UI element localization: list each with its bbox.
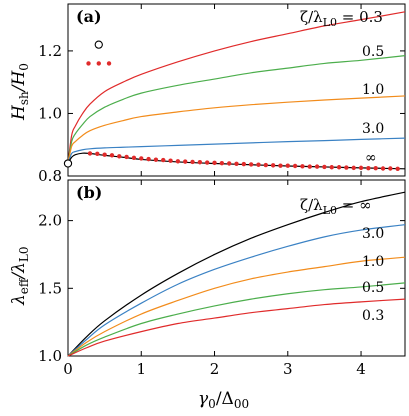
y-tick-label: 0.8 <box>38 167 62 185</box>
panel-b-label-3.0: 3.0 <box>362 226 384 242</box>
legend-dot <box>96 61 101 66</box>
panel-b-label-1.0: 1.0 <box>362 254 384 270</box>
data-point-dot <box>226 161 232 166</box>
y-tick-label: 1.2 <box>38 42 62 60</box>
data-point-dot <box>212 160 217 166</box>
y-tick-label: 2.0 <box>38 212 62 230</box>
y-tick-label: 1.0 <box>38 104 62 122</box>
panel-b-ticks: 0 1 2 3 4 1.0 1.5 2.0 <box>38 180 405 378</box>
data-point-dot <box>117 154 122 159</box>
series-line-0.3 <box>67 11 406 164</box>
data-point-dot <box>380 166 386 171</box>
data-point-dot <box>124 154 129 160</box>
x-tick-label: 3 <box>283 360 293 378</box>
y-tick-label: 1.0 <box>38 347 62 365</box>
data-point-dot <box>234 161 239 167</box>
data-point-dot <box>204 160 210 165</box>
data-point-dot <box>307 164 312 169</box>
data-point-dot <box>131 155 137 161</box>
x-tick-label: 2 <box>210 360 220 378</box>
legend-dot <box>86 61 91 66</box>
data-point-dot <box>366 165 371 171</box>
data-point-dot <box>270 163 276 168</box>
data-point-dot <box>358 165 364 171</box>
panel-a-markers <box>63 40 400 172</box>
panel-a-tag: (a) <box>76 7 102 26</box>
data-point-dot <box>351 165 356 171</box>
data-point-dot <box>161 157 166 163</box>
data-point-dot <box>256 162 261 167</box>
data-point-dot <box>248 162 254 167</box>
data-point-dot <box>322 164 327 170</box>
series-line-3.0 <box>67 224 406 357</box>
x-tick-label: 1 <box>136 360 146 378</box>
series-line-1.0 <box>67 95 406 164</box>
open-circle-marker <box>63 159 73 168</box>
series-line-3.0 <box>67 137 406 164</box>
data-point-dot <box>109 153 115 158</box>
open-circle-marker <box>94 40 103 49</box>
data-point-dot <box>219 160 225 166</box>
data-point-dot <box>314 164 320 169</box>
panel-b-label-0.5: 0.5 <box>362 280 384 296</box>
series-line-0.5 <box>67 55 406 164</box>
panel-b-label-0.3: 0.3 <box>362 308 384 324</box>
panel-b: 0 1 2 3 4 1.0 1.5 2.0 (b) ζ/λL0 = ∞ 3.0 1.0 0.5… <box>9 179 406 378</box>
data-point-dot <box>197 160 203 165</box>
data-point-dot <box>102 152 107 157</box>
data-point-dot <box>175 159 181 164</box>
x-axis-label: γ0/Δ00 <box>198 389 249 411</box>
data-point-dot <box>263 162 269 168</box>
data-point-dot <box>344 165 349 170</box>
panel-b-tag: (b) <box>76 183 102 202</box>
panel-a-ylabel: Hsh/H0 <box>9 63 31 121</box>
panel-a-curves <box>67 11 406 170</box>
x-tick-label: 0 <box>63 360 73 378</box>
data-point-dot <box>329 165 334 170</box>
x-tick-label: 4 <box>356 360 366 378</box>
y-tick-label: 1.5 <box>38 279 62 297</box>
data-point-dot <box>241 161 247 167</box>
series-line-0.3 <box>67 298 406 357</box>
panel-b-frame <box>67 179 406 357</box>
panel-a-ticks: 0.8 1.0 1.2 <box>38 4 405 185</box>
data-point-dot <box>153 157 159 162</box>
panel-a-label-3.0: 3.0 <box>362 121 384 137</box>
panel-b-ylabel: λeff/λL0 <box>9 246 31 306</box>
panel-b-legend-head: ζ/λL0 = ∞ <box>300 196 372 217</box>
data-point-dot <box>373 165 378 171</box>
data-point-dot <box>300 164 305 169</box>
data-point-dot <box>190 159 195 165</box>
data-point-dot <box>285 163 290 168</box>
legend-dot <box>106 61 112 66</box>
panel-a: 0.81.01.2 (a) ζ/λL0 = 0.3 0.5 1.0 3.0 ∞ … <box>9 3 406 185</box>
panel-a-label-inf: ∞ <box>365 150 377 166</box>
panel-a-legend-head: ζ/λL0 = 0.3 <box>300 8 383 29</box>
data-point-dot <box>183 159 188 164</box>
data-point-dot <box>395 166 400 172</box>
series-line-1.0 <box>67 256 406 357</box>
panel-a-label-0.5: 0.5 <box>362 44 384 60</box>
panel-a-label-1.0: 1.0 <box>362 82 384 98</box>
data-point-dot <box>168 158 173 163</box>
data-point-dot <box>87 151 93 156</box>
data-point-dot <box>292 163 298 169</box>
data-point-dot <box>95 151 100 156</box>
series-line-0.5 <box>67 282 406 357</box>
data-point-dot <box>278 163 283 168</box>
panel-b-curves <box>67 191 406 357</box>
data-point-dot <box>336 165 342 170</box>
data-point-dot <box>146 156 151 162</box>
data-point-dot <box>388 166 393 171</box>
data-point-dot <box>139 156 144 161</box>
series-line-∞ <box>67 191 406 357</box>
panel-a-frame <box>67 3 406 177</box>
